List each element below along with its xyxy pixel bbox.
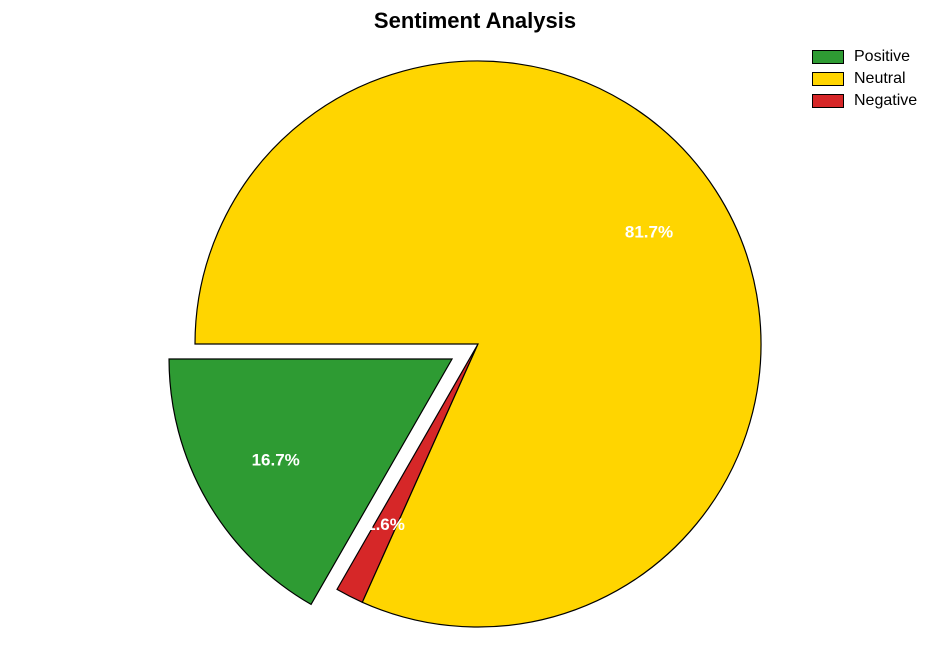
pie-chart: 16.7% 1.6% 81.7% <box>0 0 950 662</box>
legend-swatch-negative <box>812 94 844 108</box>
legend-item-negative: Negative <box>812 92 917 110</box>
legend-item-positive: Positive <box>812 48 917 66</box>
chart-container: Sentiment Analysis 16.7%1.6%81.7% Positi… <box>0 0 950 662</box>
legend: Positive Neutral Negative <box>812 48 917 114</box>
legend-label-positive: Positive <box>854 48 910 66</box>
legend-item-neutral: Neutral <box>812 70 917 88</box>
legend-label-neutral: Neutral <box>854 70 906 88</box>
pie-slice-label-negative: 1.6% <box>366 515 405 534</box>
legend-swatch-neutral <box>812 72 844 86</box>
legend-label-negative: Negative <box>854 92 917 110</box>
legend-swatch-positive <box>812 50 844 64</box>
pie-slice-label-neutral: 81.7% <box>625 223 673 242</box>
pie-slice-label-positive: 16.7% <box>252 451 300 470</box>
